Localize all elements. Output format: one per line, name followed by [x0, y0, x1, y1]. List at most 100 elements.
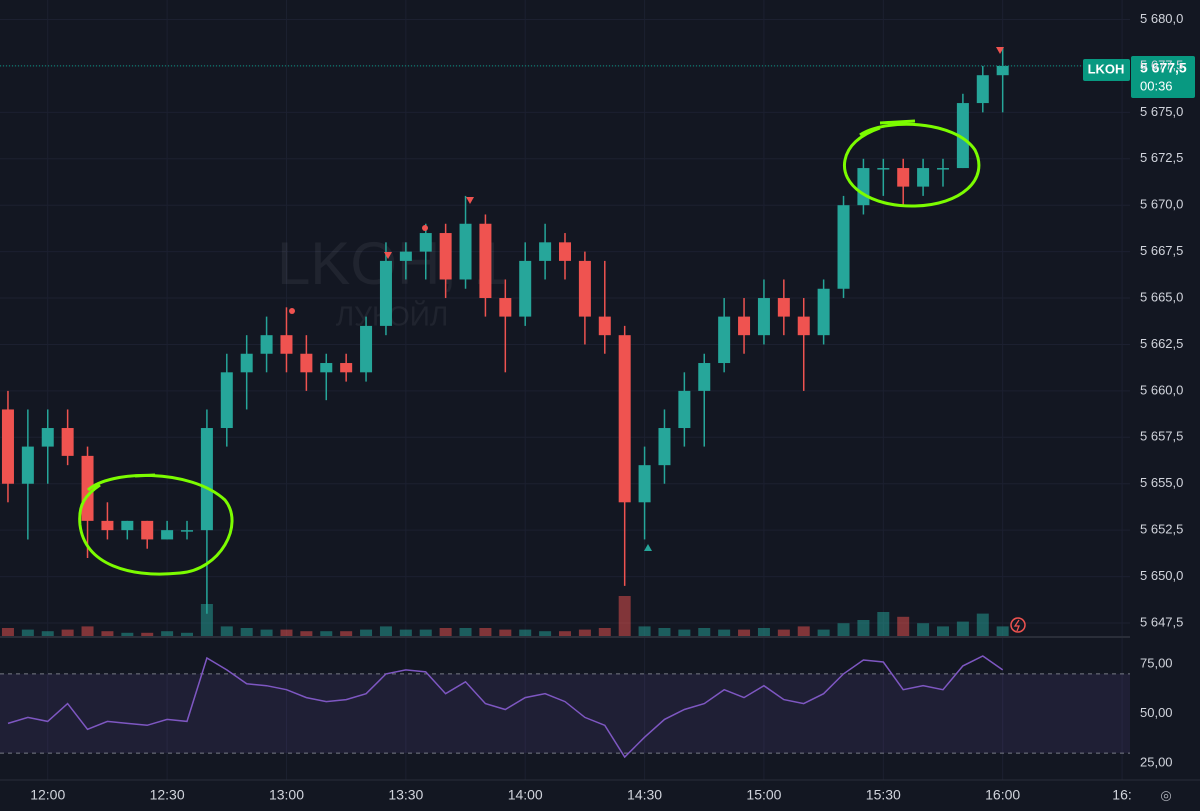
candle-body — [499, 298, 512, 317]
volume-bar — [121, 632, 134, 636]
annotation-circle — [78, 473, 234, 576]
volume-bar — [578, 629, 591, 636]
watermark: LKOH, 1 — [277, 230, 507, 297]
candle-body — [101, 520, 114, 531]
candle-body — [519, 260, 532, 317]
candle-body — [61, 428, 74, 456]
volume-bar — [857, 620, 870, 636]
candle-body — [738, 316, 751, 336]
candle-body — [678, 390, 691, 429]
volume-bar — [638, 626, 651, 636]
candle-body — [41, 428, 54, 447]
candle-body — [638, 465, 651, 503]
candle-body — [539, 242, 552, 261]
annotation-stroke — [879, 119, 916, 125]
volume-bar — [1, 628, 14, 636]
annotation-stroke — [134, 473, 156, 478]
marker — [289, 308, 295, 314]
candle-body — [260, 335, 273, 354]
event-icon-glyph — [1013, 619, 1020, 632]
y-tick-label: 5 672,5 — [1140, 150, 1183, 165]
volume-bar — [559, 631, 571, 636]
x-tick-label: 12:00 — [30, 787, 65, 803]
volume-bar — [360, 629, 373, 636]
candle-body — [439, 233, 452, 280]
volume-bar — [61, 629, 74, 636]
volume-bar — [41, 631, 54, 636]
volume-bar — [499, 629, 512, 636]
volume-bar — [340, 631, 353, 636]
y-tick-label: 5 670,0 — [1140, 197, 1183, 212]
candle-body — [698, 363, 711, 391]
candle-body — [240, 353, 253, 373]
candle-body — [598, 316, 611, 336]
countdown: 00:36 — [1140, 78, 1173, 93]
y-tick-label: 5 677,5 — [1140, 57, 1183, 72]
candle-body — [320, 363, 333, 373]
volume-bar — [797, 626, 810, 636]
last-price-tag — [1131, 56, 1195, 98]
volume-bar — [200, 604, 213, 636]
volume-bar — [777, 629, 790, 636]
symbol-tag-label: LKOH — [1088, 61, 1125, 76]
y2-tick-label: 25,00 — [1140, 754, 1173, 769]
candle-body — [976, 75, 989, 104]
candle-body — [340, 363, 353, 373]
candle-body — [559, 242, 571, 261]
symbol-tag — [1083, 59, 1130, 81]
volume-bar — [399, 629, 412, 636]
candle-body — [300, 353, 313, 373]
volume-bar — [877, 612, 890, 636]
volume-bar — [161, 631, 174, 636]
volume-bar — [917, 623, 930, 636]
candle-body — [718, 316, 731, 364]
x-tick-label: 14:30 — [627, 787, 662, 803]
y-tick-label: 5 655,0 — [1140, 475, 1183, 490]
volume-bar — [240, 628, 253, 636]
candle-body — [996, 65, 1009, 76]
volume-bar — [897, 616, 910, 636]
volume-bar — [519, 629, 532, 636]
volume-bar — [817, 629, 830, 636]
x-tick-label: 16:00 — [985, 787, 1020, 803]
y2-tick-label: 50,00 — [1140, 705, 1173, 720]
volume-bar — [936, 626, 949, 636]
y-tick-label: 5 650,0 — [1140, 568, 1183, 583]
candle-body — [877, 168, 890, 170]
candle-body — [618, 335, 631, 503]
y-tick-label: 5 660,0 — [1140, 382, 1183, 397]
volume-bar — [738, 629, 751, 636]
volume-bar — [718, 629, 731, 636]
candle-body — [200, 428, 213, 531]
volume-bar — [618, 596, 631, 636]
volume-bar — [459, 628, 472, 636]
candle-body — [1, 409, 14, 484]
x-tick-label: 15:30 — [866, 787, 901, 803]
high-marker — [996, 47, 1004, 54]
candle-body — [21, 446, 34, 484]
candle-body — [220, 372, 233, 429]
candle-body — [857, 168, 870, 206]
candle-body — [658, 428, 671, 466]
volume-bar — [976, 613, 989, 636]
volume-bar — [141, 632, 154, 636]
candle-body — [419, 233, 432, 252]
x-tick-label: 13:00 — [269, 787, 304, 803]
candle-body — [777, 298, 790, 317]
candle-body — [360, 325, 373, 373]
volume-bar — [300, 631, 313, 636]
volume-bar — [996, 626, 1009, 636]
candle-body — [956, 103, 969, 169]
event-icon[interactable] — [1010, 617, 1026, 633]
x-tick-label: 16: — [1112, 787, 1131, 803]
candle-body — [121, 520, 134, 531]
candle-body — [479, 223, 492, 299]
volume-bar — [658, 628, 671, 636]
marker — [422, 225, 428, 231]
volume-bar — [260, 629, 273, 636]
volume-bar — [81, 626, 94, 636]
candle-body — [280, 335, 293, 354]
settings-icon[interactable]: ◎ — [1160, 787, 1171, 802]
